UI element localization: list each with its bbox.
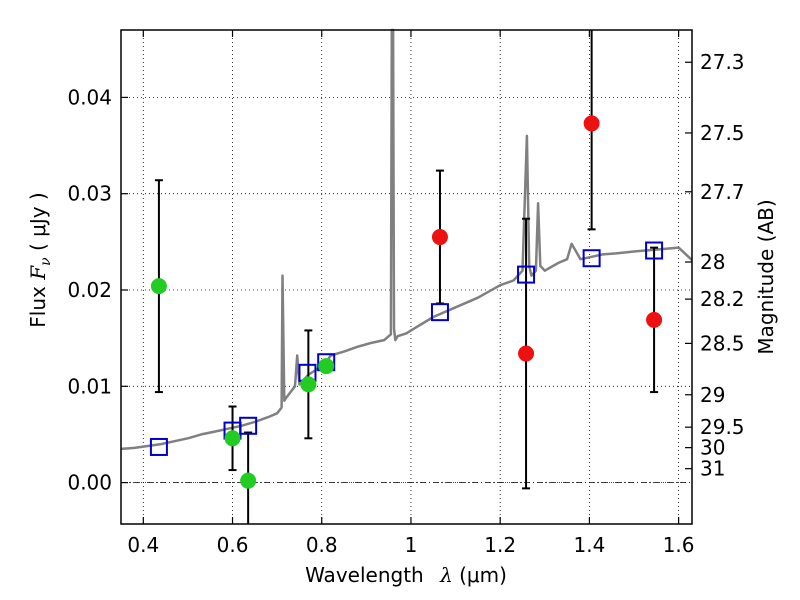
x-axis-title-prefix: Wavelength: [305, 563, 424, 587]
x-tick-label: 1.6: [663, 533, 695, 557]
detection-point: [240, 472, 257, 489]
spectrum-series: [120, 28, 693, 451]
y2-tick-label: 28.2: [700, 287, 745, 311]
x-tick-label: 0.6: [217, 533, 249, 557]
nondetection-point: [518, 345, 535, 362]
model-box-marker: [149, 437, 168, 456]
x-axis-title-symbol: λ: [439, 563, 453, 587]
model-box-marker: [430, 303, 449, 322]
model-box-series: [149, 241, 664, 456]
y2-tick-label: 28: [700, 250, 725, 274]
spectrum-line: [120, 28, 693, 451]
detection-point: [224, 430, 241, 447]
y2-tick-label: 31: [700, 457, 725, 481]
x-tick-label: 0.4: [127, 533, 159, 557]
y2-tick-label: 27.5: [700, 121, 745, 145]
grid-lines: [121, 30, 692, 524]
error-bars: [154, 30, 659, 524]
model-box-marker: [582, 249, 601, 268]
photometry-series: [150, 115, 663, 489]
model-box-marker: [645, 241, 664, 260]
detection-point: [150, 278, 167, 295]
detection-point: [318, 358, 335, 375]
y-tick-label: 0.03: [67, 182, 112, 206]
y-axis-title-prefix: Flux: [26, 286, 50, 328]
model-box-marker: [517, 265, 536, 284]
detection-point: [300, 376, 317, 393]
model-box-marker: [239, 416, 258, 435]
y-tick-label: 0.00: [67, 471, 112, 495]
y2-axis-title: Magnitude (AB): [754, 199, 778, 354]
x-tick-label: 0.8: [306, 533, 338, 557]
nondetection-point: [583, 115, 600, 132]
y-axis-ticks: 0.00 0.01 0.02 0.03 0.04: [67, 85, 128, 495]
plot-frame: [120, 29, 693, 525]
y2-tick-label: 27.7: [700, 180, 745, 204]
y-axis-title-unit: ( μJy ): [26, 192, 50, 251]
y-axis-title-subscript: ν: [38, 257, 54, 266]
y-axis-title: Flux Fν ( μJy ): [26, 192, 54, 327]
y-tick-label: 0.01: [67, 374, 112, 398]
y-tick-label: 0.02: [67, 278, 112, 302]
x-tick-label: 1: [405, 533, 418, 557]
y2-tick-label: 28.5: [700, 331, 745, 355]
x-tick-label: 1.2: [484, 533, 516, 557]
y2-tick-label: 29.5: [700, 415, 745, 439]
y2-tick-label: 27.3: [700, 50, 745, 74]
y2-tick-label: 29: [700, 383, 725, 407]
x-axis-title-unit: (μm): [459, 563, 507, 587]
x-axis-ticks: 0.4 0.6 0.8 1 1.2 1.4 1.6: [127, 30, 695, 557]
x-tick-label: 1.4: [573, 533, 605, 557]
nondetection-point: [431, 229, 448, 246]
y2-tick-label: 30: [700, 436, 725, 460]
nondetection-point: [646, 311, 663, 328]
y-axis-title-symbol: F: [26, 265, 50, 281]
x-axis-title: Wavelength λ (μm): [305, 563, 507, 587]
y-tick-label: 0.04: [67, 85, 112, 109]
